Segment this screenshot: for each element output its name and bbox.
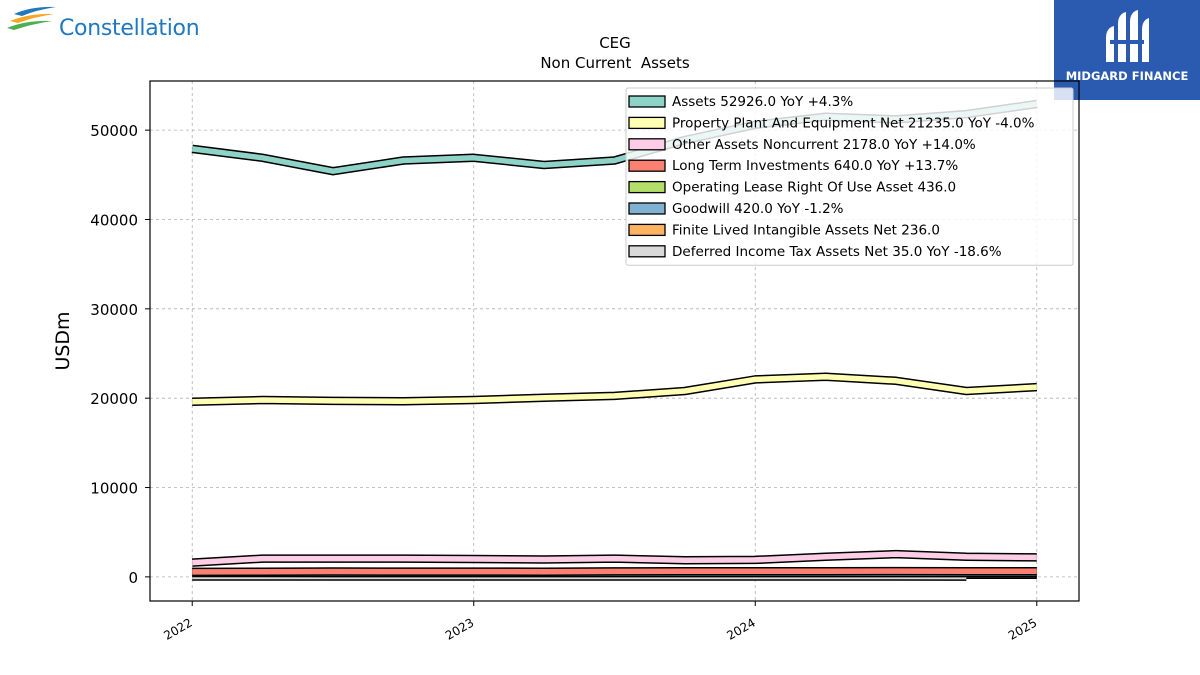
legend-swatch-deferred-income-tax-assets-net [628, 245, 666, 258]
legend-label-operating-lease-right-of-use-asset: Operating Lease Right Of Use Asset 436.0 [672, 180, 956, 196]
midgard-emblem-icon [1106, 10, 1149, 62]
constellation-logo-text: Constellation [59, 16, 200, 41]
legend-box [625, 87, 1074, 266]
y-tick-label: 20000 [90, 390, 138, 408]
legend-label-other-assets-noncurrent: Other Assets Noncurrent 2178.0 YoY +14.0… [672, 137, 976, 153]
series-line-other-assets-noncurrent [192, 551, 1037, 566]
y-tick-label: 0 [128, 569, 138, 587]
legend-swatch-goodwill [628, 202, 666, 215]
chart-subtitle: Non Current Assets [540, 54, 690, 72]
midgard-finance-logo: MIDGARD FINANCE [1054, 0, 1200, 100]
legend-swatch-operating-lease-right-of-use-asset [628, 180, 666, 194]
legend-label-property-plant-and-equipment-net: Property Plant And Equipment Net 21235.0… [672, 115, 1035, 131]
legend-swatch-assets [628, 95, 666, 108]
legend-label-long-term-investments: Long Term Investments 640.0 YoY +13.7% [672, 158, 958, 174]
plot-frame [149, 80, 1080, 602]
legend-label-deferred-income-tax-assets-net: Deferred Income Tax Assets Net 35.0 YoY … [672, 244, 1002, 260]
legend-swatch-other-assets-noncurrent [628, 138, 666, 151]
legend-swatch-finite-lived-intangible-assets-net [628, 223, 666, 237]
x-tick-label: 2022 [161, 615, 194, 642]
legend-label-assets: Assets 52926.0 YoY +4.3% [672, 94, 853, 110]
y-tick-label: 30000 [90, 301, 138, 319]
legend-swatch-property-plant-and-equipment-net [628, 116, 666, 130]
series-line-property-plant-and-equipment-net [192, 373, 1037, 405]
legend: Assets 52926.0 YoY +4.3% Property Plant A… [625, 87, 1074, 266]
midgard-logo-text: MIDGARD FINANCE [1065, 69, 1189, 83]
y-tick-label: 50000 [90, 122, 138, 140]
x-tick-label: 2025 [1006, 615, 1039, 642]
y-tick-label: 40000 [90, 211, 138, 229]
legend-swatch-long-term-investments [628, 159, 666, 172]
y-axis-label: USDm [52, 311, 74, 370]
x-tick-label: 2024 [724, 615, 757, 642]
constellation-logo: Constellation [4, 4, 214, 48]
legend-label-goodwill: Goodwill 420.0 YoY -1.2% [672, 201, 844, 217]
constellation-swoosh-icon [7, 6, 56, 30]
series-line-long-term-investments [192, 568, 1037, 575]
legend-label-finite-lived-intangible-assets-net: Finite Lived Intangible Assets Net 236.0 [672, 222, 940, 238]
chart-title: CEG [599, 34, 631, 52]
y-tick-label: 10000 [90, 480, 138, 498]
x-tick-label: 2023 [443, 615, 476, 642]
